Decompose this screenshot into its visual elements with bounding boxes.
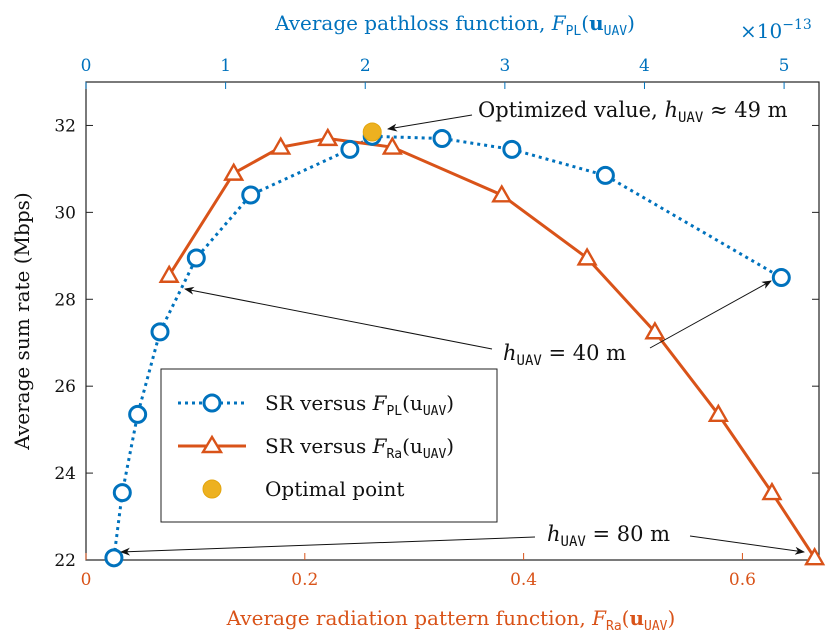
x-bottom-tick-label: 0.4 (510, 570, 537, 590)
data-point-ra (576, 247, 598, 266)
legend-label-ra: SR versus FRa(uUAV) (265, 434, 454, 462)
y-tick-label: 24 (54, 464, 76, 484)
data-point-ra (491, 184, 513, 203)
optimal-point (362, 122, 382, 142)
x-bottom-tick-label: 0.6 (729, 570, 756, 590)
legend-label-pl: SR versus FPL(uUAV) (265, 391, 454, 419)
legend-marker-optimal (202, 479, 222, 499)
x-top-tick-label: 0 (81, 56, 92, 76)
data-point-ra (158, 264, 180, 283)
y-tick-label: 22 (54, 551, 76, 571)
data-point-pl (595, 165, 615, 185)
y-axis-label: Average sum rate (Mbps) (10, 192, 34, 450)
x-top-tick-label: 2 (360, 56, 371, 76)
data-point-pl (128, 404, 148, 424)
data-point-pl (340, 139, 360, 159)
data-point-ra (707, 403, 729, 423)
y-tick-label: 30 (54, 203, 76, 223)
data-point-pl (771, 268, 791, 288)
annotation-80m: hUAV = 80 m (120, 522, 805, 556)
y-tick-label: 28 (54, 290, 76, 310)
data-point-pl (112, 483, 132, 503)
y-tick-label: 32 (54, 116, 76, 136)
top-axis-exponent: ×10−13 (740, 17, 812, 43)
bottom-axis-label: Average radiation pattern function, FRa(… (226, 606, 676, 634)
data-point-pl (104, 548, 124, 568)
data-point-pl (186, 248, 206, 268)
legend-marker-pl (202, 393, 222, 413)
legend-entry-pl: SR versus FPL(uUAV) (178, 391, 454, 419)
data-point-pl (241, 185, 261, 205)
data-point-ra (223, 162, 245, 181)
legend-label-optimal: Optimal point (265, 477, 404, 501)
x-top-tick-label: 1 (220, 56, 231, 76)
annotation-optimized-text: Optimized value, hUAV ≈ 49 m (478, 98, 788, 126)
data-point-pl (502, 139, 522, 159)
annotation-80m-text: hUAV = 80 m (547, 522, 670, 550)
annotation-40m-text: hUAV = 40 m (503, 341, 626, 369)
legend-entry-optimal: Optimal point (202, 477, 404, 501)
data-point-ra (270, 136, 292, 155)
legend-entry-ra: SR versus FRa(uUAV) (178, 434, 454, 462)
series-line-pl (112, 134, 783, 559)
annotation-arrow (689, 535, 805, 555)
annotation-optimized: Optimized value, hUAV ≈ 49 m (387, 98, 788, 132)
data-point-pl (432, 128, 452, 148)
annotation-arrow (387, 114, 473, 132)
data-point-ra (317, 127, 339, 147)
legend-marker-ra (200, 434, 224, 454)
x-bottom-tick-label: 0 (81, 570, 92, 590)
plot-area (85, 81, 820, 561)
x-top-tick-label: 3 (499, 56, 510, 76)
annotation-arrow (184, 286, 493, 350)
legend: SR versus FPL(uUAV) SR versus FRa(uUAV) … (160, 368, 498, 523)
data-point-ra (644, 320, 666, 340)
data-point-ra (381, 136, 403, 155)
data-point-ra (804, 546, 826, 566)
y-tick-label: 26 (54, 377, 76, 397)
x-top-tick-label: 5 (779, 56, 790, 76)
top-axis-label: Average pathloss function, FPL(uUAV) (274, 11, 635, 39)
annotation-arrow (649, 280, 772, 349)
annotation-arrow (120, 536, 536, 556)
data-point-pl (150, 322, 170, 342)
x-top-tick-label: 4 (639, 56, 650, 76)
annotation-40m: hUAV = 40 m (184, 280, 772, 369)
x-bottom-tick-label: 0.2 (291, 570, 318, 590)
data-point-ra (761, 481, 783, 501)
